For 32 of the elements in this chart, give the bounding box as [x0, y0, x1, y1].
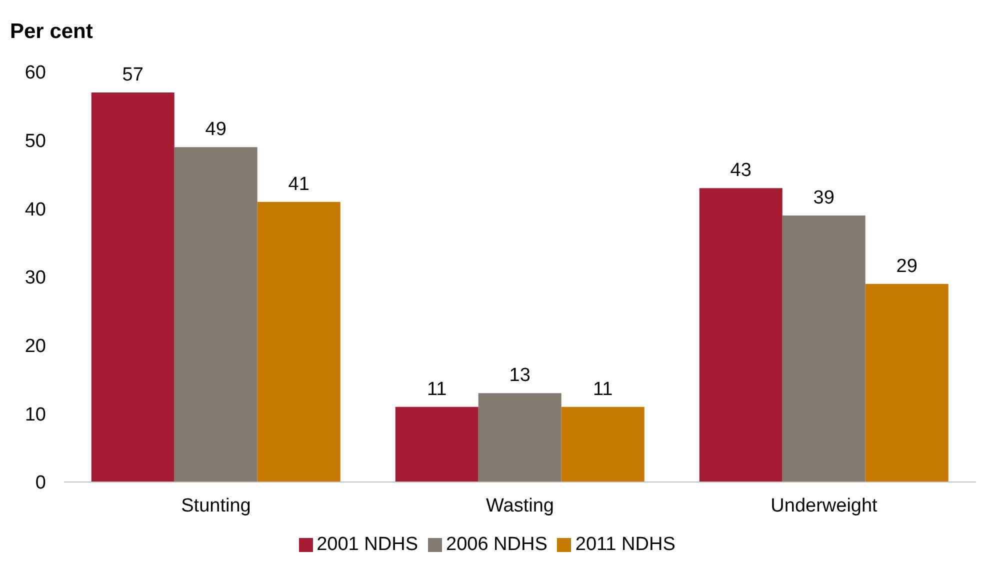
data-label: 29	[896, 256, 918, 277]
data-label: 57	[122, 64, 144, 86]
bar	[561, 406, 644, 482]
legend-label: 2006 NDHS	[446, 534, 548, 555]
legend-label: 2011 NDHS	[575, 534, 676, 555]
x-tick-label: Wasting	[486, 495, 554, 516]
y-tick-label: 30	[24, 268, 46, 289]
x-tick-label: Stunting	[181, 495, 251, 516]
bar	[257, 202, 340, 482]
bar	[91, 92, 174, 482]
y-axis-title: Per cent	[10, 20, 93, 44]
bar	[865, 284, 948, 482]
x-tick-label: Underweight	[770, 495, 878, 516]
data-label: 43	[730, 160, 752, 182]
data-label: 49	[205, 119, 226, 140]
bar	[782, 216, 866, 482]
data-label: 11	[592, 378, 613, 400]
bar	[395, 406, 478, 482]
bar	[478, 393, 562, 482]
y-tick-label: 0	[35, 472, 46, 494]
data-label: 11	[426, 378, 447, 400]
y-tick-label: 20	[24, 336, 46, 358]
y-tick-label: 60	[24, 62, 46, 84]
bar	[174, 147, 258, 482]
data-label: 39	[813, 188, 834, 208]
data-label: 41	[288, 174, 310, 195]
data-label: 13	[509, 365, 530, 386]
y-tick-label: 40	[24, 199, 46, 220]
bar	[699, 188, 782, 482]
y-tick-label: 10	[24, 404, 46, 426]
legend-label: 2001 NDHS	[316, 534, 418, 555]
y-tick-label: 50	[24, 131, 46, 152]
